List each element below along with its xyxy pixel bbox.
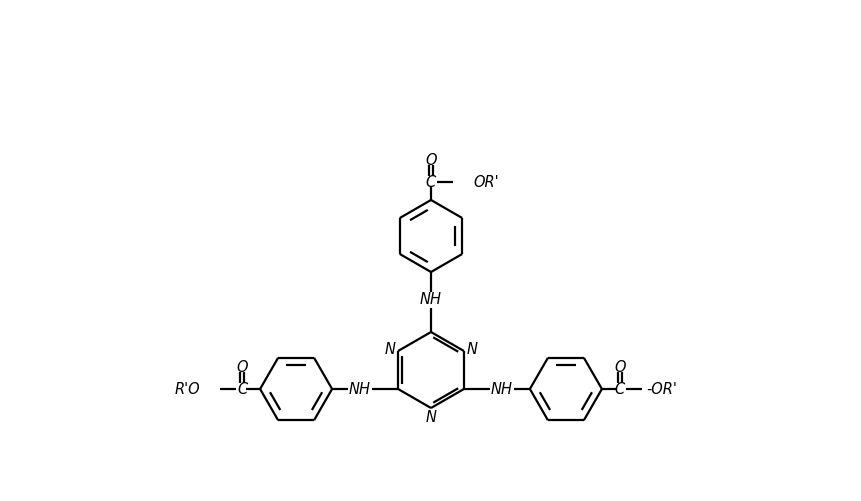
- Text: O: O: [424, 152, 437, 167]
- Text: O: O: [236, 360, 248, 375]
- Text: C: C: [425, 174, 436, 189]
- Text: N: N: [384, 342, 395, 357]
- Text: C: C: [237, 381, 247, 396]
- Text: NH: NH: [349, 381, 371, 396]
- Text: R'O: R'O: [174, 381, 200, 396]
- Text: N: N: [466, 342, 477, 357]
- Text: C: C: [614, 381, 624, 396]
- Text: NH: NH: [419, 293, 442, 308]
- Text: -OR': -OR': [645, 381, 676, 396]
- Text: OR': OR': [473, 174, 498, 189]
- Text: O: O: [613, 360, 625, 375]
- Text: NH: NH: [490, 381, 512, 396]
- Text: N: N: [425, 410, 436, 425]
